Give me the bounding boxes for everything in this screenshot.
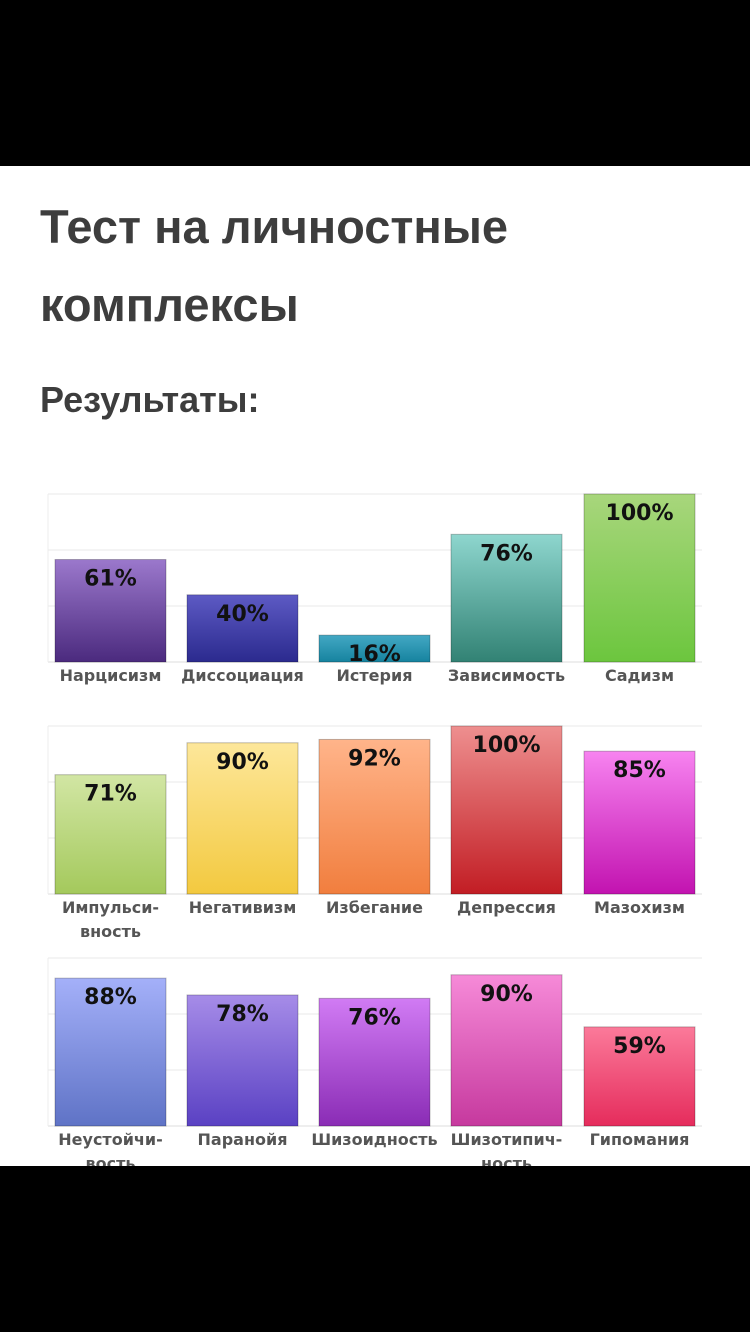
- x-tick-label: Мазохизм: [594, 898, 685, 917]
- x-tick-label: Избегание: [326, 898, 423, 917]
- bar-value-label: 90%: [480, 982, 533, 1007]
- bottom-black-bar: [0, 1166, 750, 1332]
- x-tick-label: Негативизм: [188, 898, 297, 917]
- bar: [583, 493, 696, 663]
- x-tick-label: Зависимость: [447, 666, 566, 685]
- chart-svg: 61% 40% 16% 76% 100%: [47, 493, 702, 667]
- bar: [318, 738, 431, 895]
- bar: [318, 634, 431, 663]
- chart-svg: 71% 90% 92% 100% 85%: [47, 725, 702, 895]
- page-title: Тест на личностные комплексы: [40, 200, 509, 331]
- bar-value-label: 40%: [216, 602, 269, 627]
- bar-value-label: 71%: [84, 782, 137, 807]
- top-black-bar: [0, 0, 750, 166]
- results-chart-row-1: 61% 40% 16% 76% 100% Нарцисизм Диссоциация Исте…: [0, 484, 750, 744]
- bar-value-label: 90%: [216, 750, 269, 775]
- bar-value-label: 61%: [84, 567, 137, 592]
- x-tick-label: Паранойя: [197, 1130, 288, 1149]
- x-tick-label: Шизотипич-ность: [450, 1130, 563, 1166]
- bar-value-label: 76%: [480, 541, 533, 566]
- x-tick-label: Диссоциация: [181, 666, 304, 685]
- bar-value-label: 100%: [473, 733, 541, 758]
- x-tick-label: Нарцисизм: [59, 666, 162, 685]
- page-content: Тест на личностные комплексы Результаты:…: [0, 166, 750, 1166]
- x-tick-label: Шизоидность: [311, 1130, 438, 1149]
- x-tick-label: Неустойчи-вость: [58, 1130, 163, 1166]
- x-tick-label: Депрессия: [457, 898, 556, 917]
- bar: [450, 725, 563, 895]
- bar: [54, 559, 167, 663]
- chart-svg: 88% 78% 76% 90% 59%: [47, 957, 702, 1127]
- results-chart-row-2: 71% 90% 92% 100% 85% Импульси-вность Негативиз…: [0, 716, 750, 976]
- x-tick-label: Гипомания: [589, 1130, 690, 1149]
- bar-value-label: 76%: [348, 1005, 401, 1030]
- bar-value-label: 85%: [613, 758, 666, 783]
- bar-value-label: 88%: [84, 985, 137, 1010]
- bar-value-label: 16%: [348, 642, 401, 667]
- bar: [186, 594, 299, 663]
- bar: [318, 997, 431, 1127]
- bar-value-label: 100%: [606, 501, 674, 526]
- bar: [450, 974, 563, 1127]
- bar: [186, 994, 299, 1127]
- bar: [583, 1026, 696, 1127]
- x-tick-label: Садизм: [604, 666, 675, 685]
- x-tick-label: Истерия: [336, 666, 413, 685]
- bar: [186, 742, 299, 895]
- bar: [583, 750, 696, 895]
- bar: [54, 774, 167, 895]
- x-tick-label: Импульси-вность: [61, 898, 160, 941]
- results-chart-row-3: 88% 78% 76% 90% 59% Неустойчи-вость Паранойя Ши…: [0, 948, 750, 1166]
- bar: [54, 977, 167, 1127]
- results-heading: Результаты:: [40, 379, 260, 420]
- bar: [450, 533, 563, 663]
- bar-value-label: 78%: [216, 1002, 269, 1027]
- bar-value-label: 92%: [348, 746, 401, 771]
- bar-value-label: 59%: [613, 1034, 666, 1059]
